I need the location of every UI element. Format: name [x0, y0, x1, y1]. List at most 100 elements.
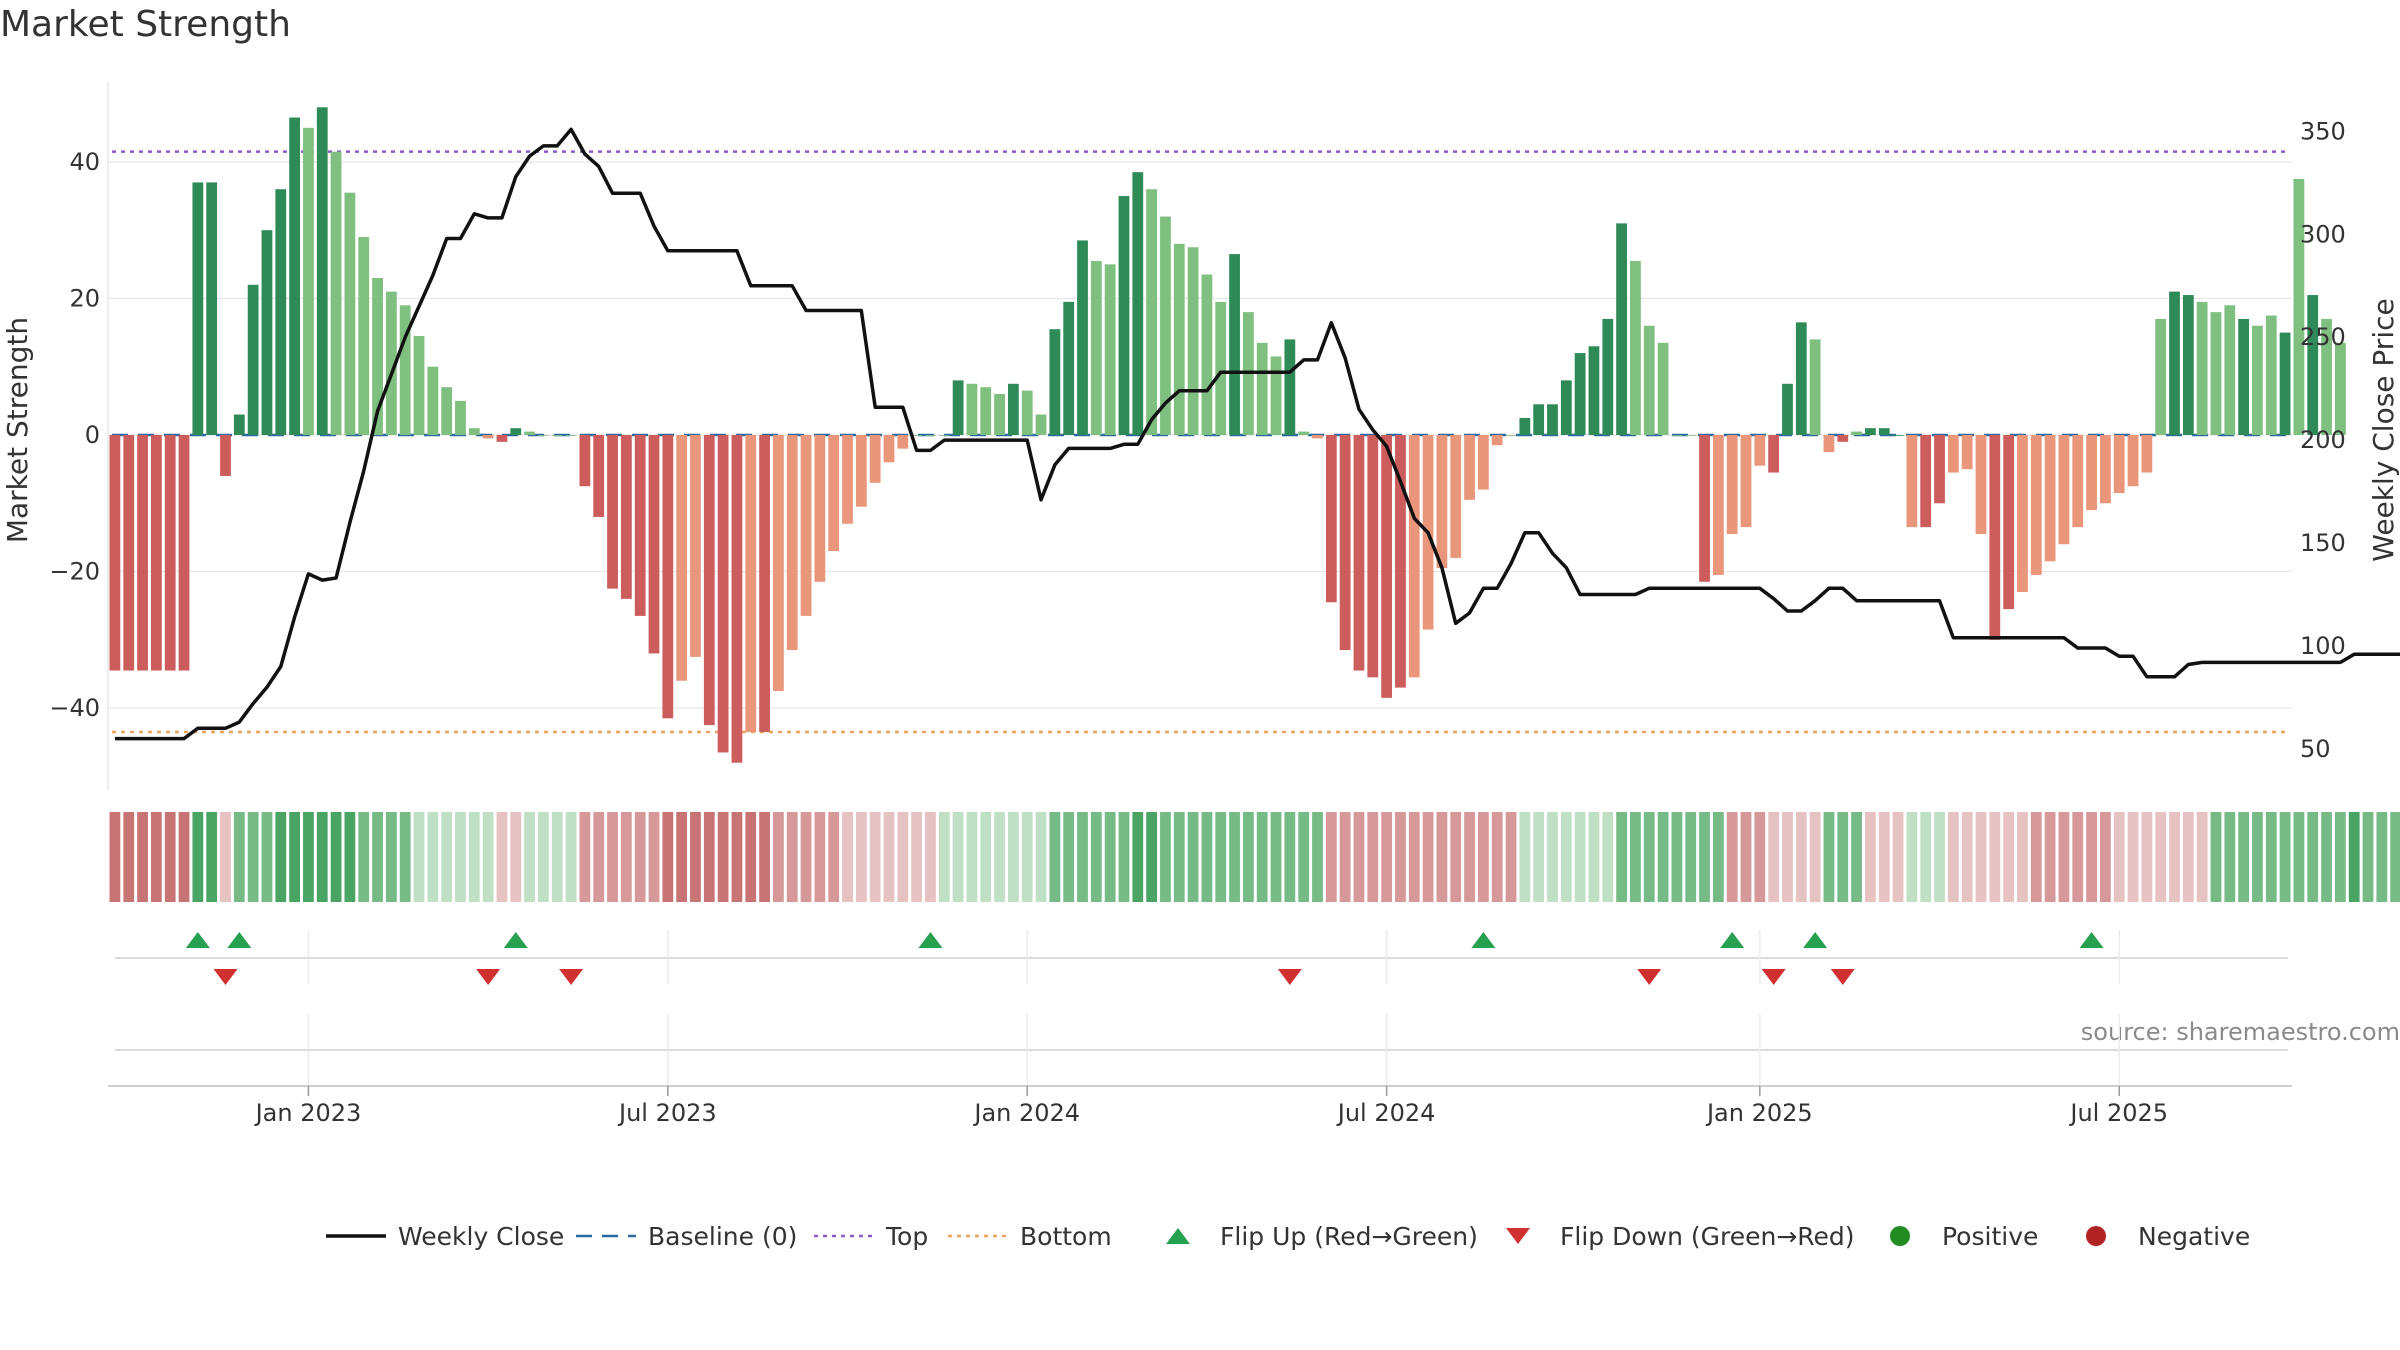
strength-bar	[759, 435, 770, 732]
regime-cell	[1643, 812, 1655, 902]
legend-label: Baseline (0)	[648, 1222, 797, 1251]
strength-bar	[1395, 435, 1406, 688]
strength-bar	[1823, 435, 1835, 453]
regime-cell	[690, 812, 701, 902]
strength-bar	[690, 435, 701, 657]
strength-bar	[703, 435, 715, 726]
regime-cell	[620, 812, 632, 902]
regime-cell	[1574, 812, 1586, 902]
regime-cell	[565, 812, 577, 902]
regime-cell	[994, 812, 1005, 902]
strength-bar	[2224, 305, 2236, 435]
regime-cell	[275, 812, 287, 902]
strength-bar	[510, 428, 522, 435]
regime-cell	[1809, 812, 1821, 902]
regime-cell	[1132, 812, 1144, 902]
regime-cell	[413, 812, 425, 902]
flip-down-marker	[1277, 969, 1302, 985]
legend-item-negative: Negative	[2086, 1222, 2250, 1251]
strength-bar	[1533, 404, 1545, 435]
regime-cell	[980, 812, 992, 902]
strength-bar	[1947, 435, 1959, 473]
strength-bar	[1077, 240, 1088, 435]
axes: −40 −20 0 20 40 50 100 150 200 250 300 350 Market St…	[1, 82, 2400, 790]
strength-bar	[938, 435, 950, 436]
regime-cell	[538, 812, 549, 902]
strength-bar	[1353, 435, 1365, 671]
strength-bar	[855, 435, 867, 507]
regime-cell	[607, 812, 618, 902]
strength-bar	[828, 435, 840, 552]
strength-bar	[1685, 435, 1697, 436]
legend-label: Negative	[2138, 1222, 2250, 1251]
strength-bar	[966, 383, 978, 435]
strength-bar	[911, 435, 923, 436]
y2-tick-label: 50	[2300, 735, 2331, 763]
regime-cell	[233, 812, 245, 902]
strength-bar	[275, 189, 287, 435]
strength-bar	[1699, 435, 1710, 582]
strength-bar	[634, 435, 646, 616]
strength-bar	[620, 435, 632, 599]
legend-item-baseline: Baseline (0)	[576, 1222, 797, 1251]
strength-bar	[1574, 353, 1586, 435]
regime-cell	[1712, 812, 1724, 902]
strength-bar	[1547, 404, 1558, 435]
flip-up-marker	[227, 932, 252, 948]
regime-cell	[441, 812, 453, 902]
regime-cell	[593, 812, 605, 902]
strength-bar	[1975, 435, 1987, 534]
regime-cell	[468, 812, 480, 902]
regime-cell	[925, 812, 936, 902]
strength-bar	[1560, 380, 1572, 435]
regime-cell	[1312, 812, 1323, 902]
strength-bar	[1008, 383, 1019, 435]
regime-cell	[731, 812, 743, 902]
strength-bar	[579, 435, 591, 487]
flip-down-marker	[476, 969, 501, 985]
regime-cell	[1823, 812, 1835, 902]
regime-cell	[1008, 812, 1019, 902]
chart-title: Market Strength	[0, 4, 291, 45]
strength-bar	[1588, 346, 1600, 435]
regime-cell	[316, 812, 328, 902]
strength-bar	[496, 435, 508, 442]
y2-tick-label: 200	[2300, 426, 2346, 454]
regime-cell	[2030, 812, 2042, 902]
regime-cell	[1602, 812, 1614, 902]
regime-cell	[676, 812, 688, 902]
regime-cell	[1934, 812, 1945, 902]
weekly-close-series	[114, 127, 2400, 741]
strength-bar	[2210, 312, 2222, 435]
strength-bar	[869, 435, 881, 483]
regime-cell	[2155, 812, 2167, 902]
strength-bar	[1201, 274, 1213, 435]
strength-bar	[800, 435, 812, 616]
flip-up-marker	[503, 932, 528, 948]
regime-cell	[855, 812, 867, 902]
legend-label: Bottom	[1020, 1222, 1112, 1251]
flip-up-marker	[2079, 932, 2104, 948]
strength-bar	[1892, 435, 1904, 436]
regime-cell	[2058, 812, 2070, 902]
flip-up-marker	[1471, 932, 1496, 948]
strength-bar	[1270, 356, 1282, 435]
regime-cell	[220, 812, 231, 902]
strength-bar	[164, 435, 176, 671]
strength-bar	[1215, 301, 1227, 435]
strength-bar	[2072, 435, 2084, 528]
strength-bar	[897, 435, 909, 449]
strength-bar	[551, 435, 563, 436]
flip-down-marker	[213, 969, 238, 985]
strength-bar	[1740, 435, 1752, 528]
regime-cell	[1201, 812, 1213, 902]
regime-cell	[1768, 812, 1780, 902]
strength-bar	[1256, 342, 1268, 435]
regime-cell	[1782, 812, 1793, 902]
regime-cell	[2113, 812, 2125, 902]
strength-bar	[1160, 216, 1171, 435]
regime-cell	[634, 812, 646, 902]
regime-cell	[524, 812, 535, 902]
strength-bar	[1712, 435, 1724, 575]
y-tick-label: −40	[49, 694, 100, 722]
